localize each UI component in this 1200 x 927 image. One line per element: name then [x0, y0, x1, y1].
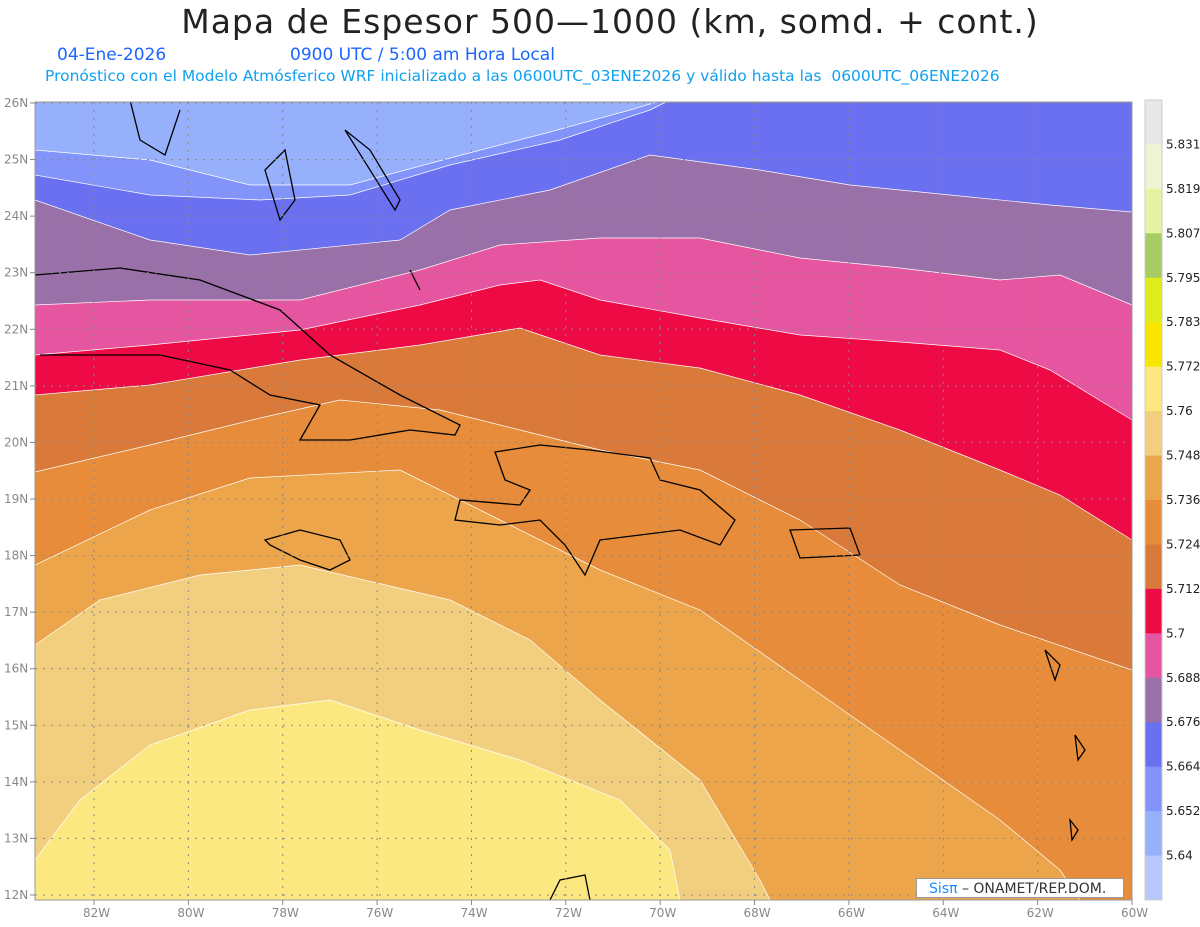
lat-label: 25N [4, 153, 28, 167]
lon-label: 70W [649, 906, 676, 920]
colorbar-label: 5.76 [1166, 404, 1193, 418]
colorbar-swatch [1145, 544, 1162, 590]
colorbar-label: 5.724 [1166, 537, 1200, 551]
credit-text: – ONAMET/REP.DOM. [957, 881, 1107, 897]
colorbar-swatch [1145, 455, 1162, 501]
colorbar-label: 5.7 [1166, 626, 1185, 640]
band-5772 [35, 699, 681, 900]
lat-label: 21N [4, 379, 28, 393]
lon-label: 64W [932, 906, 959, 920]
colorbar-label: 5.807 [1166, 226, 1200, 240]
coastlines [35, 102, 1086, 900]
colorbar-label: 5.712 [1166, 582, 1200, 596]
model-subtitle: Pronóstico con el Modelo Atmósferico WRF… [45, 67, 1000, 85]
colorbar-frame [1144, 99, 1163, 901]
colorbar-label: 5.772 [1166, 360, 1200, 374]
colorbar-label: 5.652 [1166, 804, 1200, 818]
lat-label: 12N [4, 888, 28, 902]
colorbar-swatch [1145, 322, 1162, 368]
lat-label: 22N [4, 322, 28, 336]
cuba-coast [35, 267, 461, 441]
lon-label: 60W [1121, 906, 1148, 920]
colorbar-swatch [1145, 722, 1162, 768]
colorbar-label: 5.676 [1166, 715, 1200, 729]
colorbar-label: 5.795 [1166, 271, 1200, 285]
lon-label: 80W [177, 906, 204, 920]
lon-label: 76W [366, 906, 393, 920]
lon-label: 74W [460, 906, 487, 920]
lon-label: 78W [272, 906, 299, 920]
colorbar-swatch [1145, 855, 1162, 901]
lat-label: 19N [4, 492, 28, 506]
colorbar-label: 5.688 [1166, 671, 1200, 685]
lat-label: 24N [4, 209, 28, 223]
colorbar-label: 5.783 [1166, 315, 1200, 329]
lon-label: 68W [744, 906, 771, 920]
lat-label: 17N [4, 605, 28, 619]
colorbar-swatch [1145, 366, 1162, 412]
hispaniola-coast [454, 444, 736, 577]
lat-label: 15N [4, 718, 28, 732]
colorbar-swatch [1145, 677, 1162, 723]
jamaica-coast [263, 529, 351, 571]
map-title: Mapa de Espesor 500—1000 (km, somd. + co… [181, 2, 1039, 41]
lat-label: 18N [4, 549, 28, 563]
lat-label: 14N [4, 775, 28, 789]
lat-label: 20N [4, 435, 28, 449]
colorbar-swatch [1145, 588, 1162, 634]
lat-label: 13N [4, 831, 28, 845]
lon-label: 72W [555, 906, 582, 920]
colorbar: 5.831 5.819 5.807 5.795 5.783 5.772 5.76 5.748 5… [1144, 99, 1200, 901]
south-america-coast [549, 874, 591, 900]
bahamas-coast [264, 129, 421, 291]
colorbar-label: 5.819 [1166, 182, 1200, 196]
map-axes: 26N 25N 24N 23N 22N 21N 20N 19N 18N 17N 16N 15N 14N 1… [4, 96, 1148, 920]
colorbar-swatch [1145, 100, 1162, 145]
lat-label: 23N [4, 266, 28, 280]
colorbar-label: 5.748 [1166, 449, 1200, 463]
lon-label: 66W [838, 906, 865, 920]
lon-label: 82W [83, 906, 110, 920]
colorbar-swatch [1145, 633, 1162, 679]
lat-label: 26N [4, 96, 28, 110]
colorbar-swatch [1145, 144, 1162, 190]
credit-brand: Sisπ [929, 881, 958, 897]
lon-label: 62W [1027, 906, 1054, 920]
graticule [35, 102, 1132, 900]
map-frame [34, 101, 1133, 901]
colorbar-swatch [1145, 811, 1162, 857]
colorbar-swatch [1145, 277, 1162, 323]
puerto-rico-coast [789, 527, 861, 559]
thickness-bands [35, 102, 1132, 900]
forecast-date: 04-Ene-2026 [57, 45, 167, 65]
colorbar-swatch [1145, 411, 1162, 457]
colorbar-swatch [1145, 188, 1162, 234]
colorbar-swatch [1145, 766, 1162, 812]
colorbar-label: 5.736 [1166, 493, 1200, 507]
colorbar-swatch [1145, 500, 1162, 545]
lat-label: 16N [4, 662, 28, 676]
colorbar-swatch [1145, 233, 1162, 279]
colorbar-label: 5.664 [1166, 760, 1200, 774]
colorbar-label: 5.64 [1166, 849, 1193, 863]
credit-box: Sisπ – ONAMET/REP.DOM. [916, 878, 1124, 898]
lesser-antilles-coast [1044, 649, 1086, 843]
colorbar-label: 5.831 [1166, 137, 1200, 151]
forecast-time: 0900 UTC / 5:00 am Hora Local [290, 45, 555, 65]
florida-coast [129, 102, 181, 156]
